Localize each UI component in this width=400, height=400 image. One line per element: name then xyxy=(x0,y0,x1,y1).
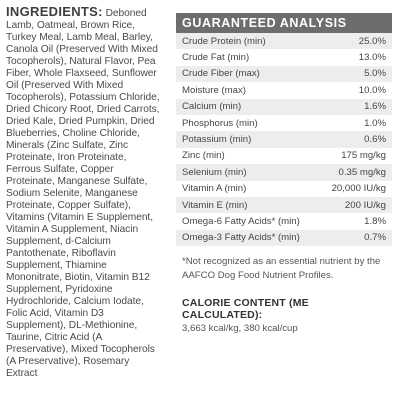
analysis-value: 13.0% xyxy=(358,52,386,64)
analysis-label: Omega-3 Fatty Acids* (min) xyxy=(182,232,300,244)
analysis-label: Moisture (max) xyxy=(182,84,246,96)
analysis-row: Omega-6 Fatty Acids* (min) 1.8% xyxy=(176,213,392,230)
analysis-label: Phosphorus (min) xyxy=(182,117,258,129)
guaranteed-analysis-title: GUARANTEED ANALYSIS xyxy=(176,13,392,33)
calorie-content-title: CALORIE CONTENT (ME CALCULATED): xyxy=(182,297,309,322)
analysis-value: 200 IU/kg xyxy=(344,199,386,211)
analysis-row: Potassium (min) 0.6% xyxy=(176,131,392,148)
ingredients-heading: INGREDIENTS: xyxy=(6,4,103,19)
analysis-value: 0.7% xyxy=(364,232,386,244)
analysis-value: 10.0% xyxy=(358,84,386,96)
analysis-row: Omega-3 Fatty Acids* (min) 0.7% xyxy=(176,229,392,247)
analysis-row: Crude Fiber (max) 5.0% xyxy=(176,65,392,83)
analysis-row: Phosphorus (min) 1.0% xyxy=(176,114,392,132)
analysis-value: 25.0% xyxy=(358,35,386,47)
analysis-row: Crude Fat (min) 13.0% xyxy=(176,49,392,66)
analysis-row: Zinc (min) 175 mg/kg xyxy=(176,147,392,165)
analysis-row: Vitamin A (min) 20,000 IU/kg xyxy=(176,180,392,197)
guaranteed-analysis-table: Crude Protein (min) 25.0% Crude Fat (min) 1… xyxy=(176,33,392,247)
analysis-row: Crude Protein (min) 25.0% xyxy=(176,33,392,50)
analysis-value: 175 mg/kg xyxy=(341,150,386,162)
analysis-row: Calcium (min) 1.6% xyxy=(176,98,392,115)
analysis-value: 0.35 mg/kg xyxy=(338,166,386,178)
analysis-value: 1.6% xyxy=(364,101,386,113)
analysis-label: Vitamin E (min) xyxy=(182,199,248,211)
analysis-value: 1.0% xyxy=(364,117,386,129)
analysis-label: Selenium (min) xyxy=(182,166,247,178)
analysis-label: Crude Fat (min) xyxy=(182,52,250,64)
analysis-row: Selenium (min) 0.35 mg/kg xyxy=(176,164,392,181)
calorie-content-value: 3,663 kcal/kg, 380 kcal/cup xyxy=(182,323,298,335)
guaranteed-analysis-panel: GUARANTEED ANALYSIS Crude Protein (min) 2… xyxy=(176,13,392,334)
analysis-value: 20,000 IU/kg xyxy=(331,183,386,195)
analysis-label: Calcium (min) xyxy=(182,101,242,113)
ingredients-block: INGREDIENTS: Deboned Lamb, Oatmeal, Brow… xyxy=(6,4,162,380)
analysis-row: Vitamin E (min) 200 IU/kg xyxy=(176,196,392,214)
analysis-label: Vitamin A (min) xyxy=(182,183,247,195)
footnote: *Not recognized as an essential nutrient… xyxy=(182,256,381,282)
analysis-label: Crude Fiber (max) xyxy=(182,68,260,80)
analysis-value: 1.8% xyxy=(364,215,386,227)
analysis-label: Potassium (min) xyxy=(182,134,252,146)
analysis-value: 5.0% xyxy=(364,68,386,80)
analysis-value: 0.6% xyxy=(364,134,386,146)
analysis-label: Zinc (min) xyxy=(182,150,225,162)
analysis-row: Moisture (max) 10.0% xyxy=(176,82,392,99)
analysis-label: Crude Protein (min) xyxy=(182,35,266,47)
analysis-label: Omega-6 Fatty Acids* (min) xyxy=(182,215,300,227)
ingredients-text: Deboned Lamb, Oatmeal, Brown Rice, Turke… xyxy=(6,8,160,379)
